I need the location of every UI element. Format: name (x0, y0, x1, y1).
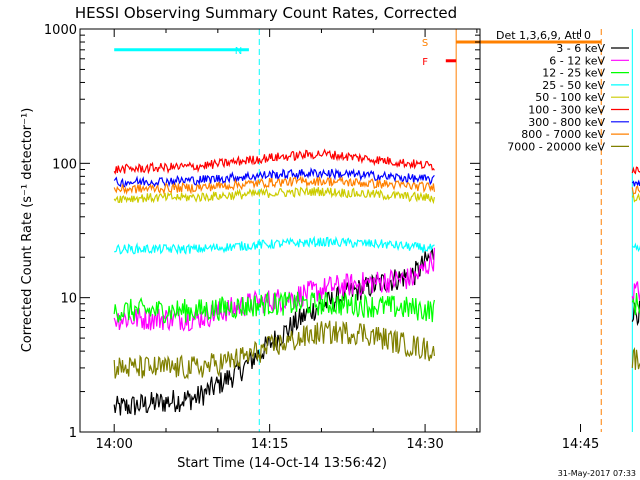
legend-entry-3: 25 - 50 keV (542, 79, 605, 92)
legend-header: Det 1,3,6,9, Att 0 (496, 29, 591, 42)
series-3-segment-1 (631, 242, 640, 253)
series-1-segment-0 (113, 247, 435, 332)
axes: 110100100014:0014:1514:3014:4515:0015:15… (44, 23, 599, 452)
series-3-segment-0 (114, 235, 435, 256)
interval-label-0: N (235, 46, 242, 57)
x-tick-label-3: 14:45 (562, 437, 599, 452)
y-tick-label-3: 1000 (44, 23, 77, 38)
series-2-segment-0 (113, 291, 435, 324)
x-tick-label-0: 14:00 (95, 437, 132, 452)
legend-entry-0: 3 - 6 keV (556, 42, 605, 55)
legend-entry-7: 800 - 7000 keV (521, 128, 605, 141)
series-7-segment-0 (113, 175, 435, 195)
interval-label-3: F (422, 57, 428, 68)
legend-entry-8: 7000 - 20000 keV (507, 140, 605, 153)
legend-entry-1: 6 - 12 keV (549, 54, 605, 67)
legend-entry-6: 300 - 800 keV (528, 116, 605, 129)
series-6-segment-0 (113, 166, 435, 189)
series-8-segment-1 (631, 346, 640, 370)
interval-label-2: S (422, 38, 428, 49)
x-axis-label: Start Time (14-Oct-14 13:56:42) (177, 456, 387, 471)
y-tick-label-2: 100 (52, 157, 77, 172)
x-tick-label-1: 14:15 (251, 437, 288, 452)
chart-title: HESSI Observing Summary Count Rates, Cor… (75, 4, 457, 22)
y-tick-label-0: 1 (69, 426, 77, 441)
legend-entry-2: 12 - 25 keV (542, 67, 605, 80)
x-tick-label-2: 14:30 (406, 437, 443, 452)
y-axis-label: Corrected Count Rate (s⁻¹ detector⁻¹) (20, 108, 35, 353)
legend-entry-5: 100 - 300 keV (528, 104, 605, 117)
series-5-segment-1 (631, 166, 640, 175)
y-tick-label-1: 10 (60, 292, 77, 307)
legend-entry-4: 50 - 100 keV (535, 91, 605, 104)
timestamp: 31-May-2017 07:33 (558, 469, 636, 478)
series-4-segment-0 (113, 186, 435, 205)
series-8-segment-0 (113, 320, 435, 380)
series-5-segment-0 (113, 148, 435, 175)
plot-frame (79, 28, 481, 433)
